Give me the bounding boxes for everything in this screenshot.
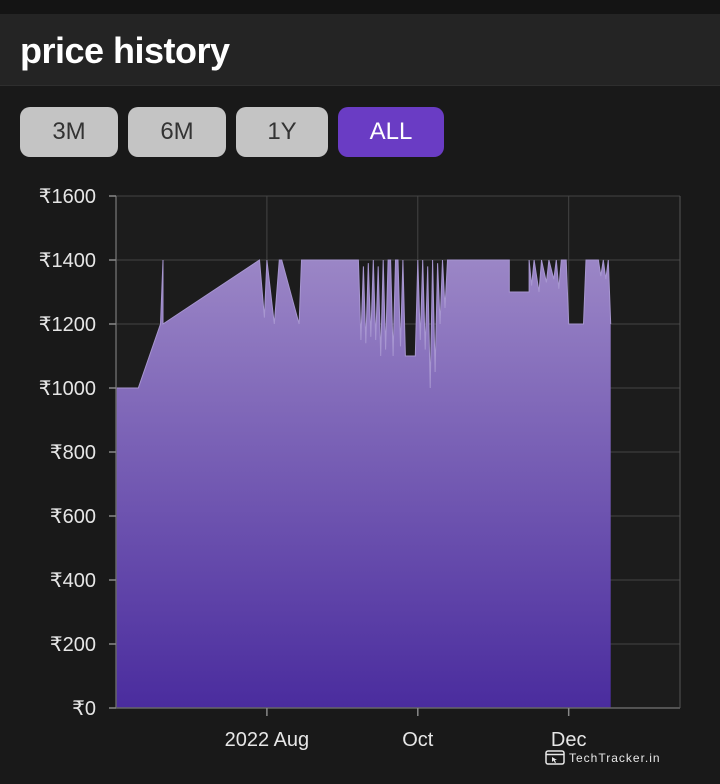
range-6m-button[interactable]: 6M [128, 107, 226, 157]
watermark: TechTracker.in [545, 750, 661, 765]
y-tick-label: ₹0 [72, 698, 96, 720]
price-line [116, 259, 612, 389]
y-tick-label: ₹1200 [39, 314, 96, 336]
range-selector: 3M 6M 1Y ALL [20, 107, 444, 157]
watermark-text: TechTracker.in [569, 750, 661, 765]
range-3m-button[interactable]: 3M [20, 107, 118, 157]
price-history-chart: ₹0 ₹200 ₹400 ₹600 ₹800 ₹1000 ₹1200 ₹1400 ₹1600 2… [39, 186, 681, 750]
y-tick-label: ₹1400 [39, 250, 96, 272]
header: price history [0, 14, 720, 86]
range-1y-button[interactable]: 1Y [236, 107, 328, 157]
browser-window-icon [545, 750, 565, 765]
top-strip [0, 0, 720, 14]
x-tick-label: Oct [402, 729, 434, 750]
y-tick-label: ₹600 [50, 506, 96, 528]
y-tick-label: ₹1000 [39, 378, 96, 400]
y-tick-label: ₹400 [50, 570, 96, 592]
price-area [116, 260, 611, 708]
page-title: price history [20, 30, 230, 71]
y-tick-label: ₹200 [50, 634, 96, 656]
x-tick-label: 2022 Aug [225, 729, 310, 750]
x-axis-ticks: 2022 Aug Oct Dec [225, 708, 587, 750]
x-tick-label: Dec [551, 729, 587, 750]
y-tick-label: ₹800 [50, 442, 96, 464]
range-all-button[interactable]: ALL [338, 107, 444, 157]
y-tick-label: ₹1600 [39, 186, 96, 208]
y-axis-ticks: ₹0 ₹200 ₹400 ₹600 ₹800 ₹1000 ₹1200 ₹1400 ₹1600 [39, 186, 116, 720]
